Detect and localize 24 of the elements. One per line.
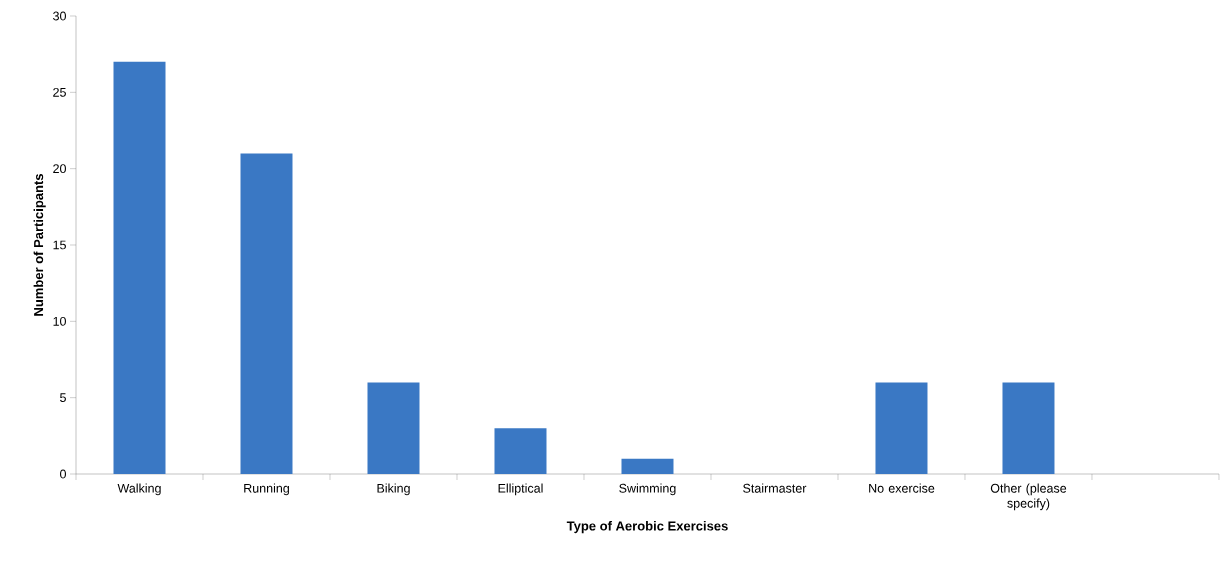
x-tick-label: Biking: [377, 483, 410, 496]
x-tick-label: Running: [244, 483, 289, 496]
y-axis-title: Number of Participants: [33, 174, 46, 316]
x-tick-label: Elliptical: [498, 483, 543, 496]
bar: [494, 428, 547, 474]
y-tick-label: 10: [53, 316, 66, 326]
x-tick-label: Walking: [117, 483, 161, 496]
bar: [621, 458, 674, 474]
bar: [367, 382, 420, 474]
x-tick-label: No exercise: [869, 483, 935, 493]
y-tick-label: 15: [53, 240, 66, 250]
y-tick-label: 5: [60, 393, 66, 403]
bar: [113, 61, 166, 474]
x-tick-label: Other (please specify): [990, 483, 1067, 511]
y-tick-label: 0: [60, 469, 66, 479]
x-tick-label: Stairmaster: [743, 483, 807, 493]
x-axis-title: Type of Aerobic Exercises: [566, 521, 728, 534]
bar: [1002, 382, 1055, 474]
y-tick-label: 20: [53, 164, 66, 174]
bar: [875, 382, 928, 474]
x-tick-label: Swimming: [619, 483, 676, 496]
bar: [240, 153, 293, 474]
y-tick-label: 25: [53, 87, 66, 97]
y-tick-label: 30: [53, 11, 66, 21]
